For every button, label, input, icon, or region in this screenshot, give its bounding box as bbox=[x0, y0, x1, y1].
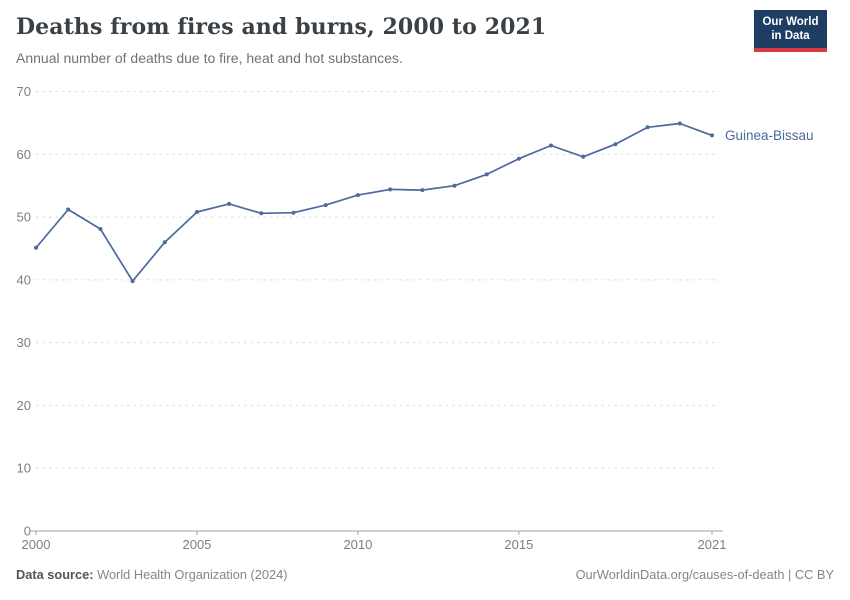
data-point-2012[interactable] bbox=[420, 188, 425, 193]
page-title: Deaths from fires and burns, 2000 to 202… bbox=[16, 14, 547, 40]
data-source-value: World Health Organization (2024) bbox=[97, 567, 288, 582]
y-tick-label-20: 20 bbox=[17, 398, 31, 413]
data-point-2021[interactable] bbox=[710, 133, 714, 138]
data-point-2018[interactable] bbox=[613, 142, 618, 147]
data-point-2005[interactable] bbox=[195, 210, 199, 214]
data-point-2010[interactable] bbox=[355, 193, 360, 198]
footer-license: CC BY bbox=[794, 567, 834, 582]
data-point-2006[interactable] bbox=[227, 201, 232, 206]
y-tick-label-70: 70 bbox=[17, 84, 31, 99]
data-point-2004[interactable] bbox=[162, 240, 167, 245]
y-tick-label-60: 60 bbox=[17, 147, 31, 162]
y-tick-label-30: 30 bbox=[17, 335, 31, 350]
data-point-2003[interactable] bbox=[130, 279, 135, 284]
y-tick-label-50: 50 bbox=[17, 210, 31, 225]
x-tick-label-2021: 2021 bbox=[698, 537, 727, 552]
x-tick-label-2015: 2015 bbox=[504, 537, 533, 552]
x-tick-label-2005: 2005 bbox=[182, 537, 211, 552]
footer-separator: | bbox=[784, 567, 795, 582]
data-point-2015[interactable] bbox=[516, 156, 521, 161]
data-point-2016[interactable] bbox=[549, 143, 553, 148]
x-tick-label-2010: 2010 bbox=[343, 537, 372, 552]
data-point-2007[interactable] bbox=[259, 211, 264, 216]
chart-footer: Data source: World Health Organization (… bbox=[16, 567, 834, 582]
y-tick-label-10: 10 bbox=[17, 461, 31, 476]
x-tick-label-2000: 2000 bbox=[22, 537, 51, 552]
data-source-label: Data source: bbox=[16, 567, 94, 582]
data-point-2009[interactable] bbox=[323, 203, 328, 208]
data-point-2001[interactable] bbox=[66, 207, 71, 212]
chart-header: Deaths from fires and burns, 2000 to 202… bbox=[16, 10, 834, 66]
data-point-2017[interactable] bbox=[581, 154, 586, 159]
data-point-2013[interactable] bbox=[452, 183, 457, 188]
series-end-label[interactable]: Guinea-Bissau bbox=[725, 128, 814, 143]
data-point-2002[interactable] bbox=[98, 227, 103, 231]
owid-logo: Our World in Data bbox=[754, 10, 827, 52]
data-point-2011[interactable] bbox=[388, 187, 393, 192]
data-point-2008[interactable] bbox=[291, 210, 296, 215]
y-tick-label-40: 40 bbox=[17, 272, 31, 287]
data-point-2000[interactable] bbox=[34, 245, 38, 250]
footer-attribution: OurWorldinData.org/causes-of-death | CC … bbox=[576, 567, 834, 582]
data-point-2019[interactable] bbox=[645, 125, 650, 130]
data-point-2014[interactable] bbox=[484, 172, 489, 177]
data-source: Data source: World Health Organization (… bbox=[16, 567, 288, 582]
data-line-guinea-bissau bbox=[35, 122, 713, 282]
y-tick-label-0: 0 bbox=[24, 524, 31, 539]
owid-logo-line2: in Data bbox=[771, 30, 810, 42]
owid-logo-line1: Our World bbox=[762, 16, 819, 28]
footer-link[interactable]: OurWorldinData.org/causes-of-death bbox=[575, 567, 785, 582]
data-point-2020[interactable] bbox=[677, 121, 682, 126]
chart-subtitle: Annual number of deaths due to fire, hea… bbox=[16, 50, 403, 66]
